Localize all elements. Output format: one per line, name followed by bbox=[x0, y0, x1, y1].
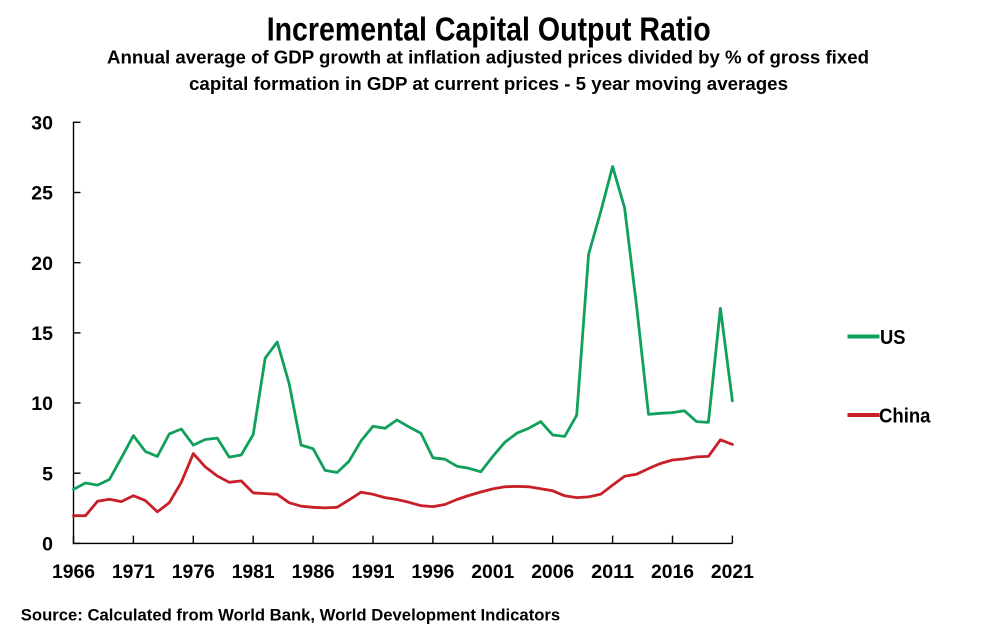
svg-text:China: China bbox=[879, 405, 931, 428]
svg-text:capital formation in GDP at cu: capital formation in GDP at current pric… bbox=[189, 73, 788, 94]
svg-text:1991: 1991 bbox=[352, 561, 395, 583]
svg-text:30: 30 bbox=[31, 112, 53, 134]
svg-text:1996: 1996 bbox=[411, 561, 454, 583]
svg-text:1986: 1986 bbox=[292, 561, 335, 583]
svg-text:15: 15 bbox=[31, 323, 53, 345]
svg-text:1976: 1976 bbox=[172, 561, 215, 583]
svg-text:2001: 2001 bbox=[471, 561, 514, 583]
svg-text:20: 20 bbox=[31, 253, 53, 275]
svg-text:2011: 2011 bbox=[591, 561, 634, 583]
svg-text:2006: 2006 bbox=[531, 561, 574, 583]
svg-text:25: 25 bbox=[31, 183, 53, 205]
svg-text:1971: 1971 bbox=[112, 561, 155, 583]
svg-text:1966: 1966 bbox=[52, 561, 95, 583]
svg-text:0: 0 bbox=[42, 534, 53, 556]
svg-text:Incremental Capital Output Rat: Incremental Capital Output Ratio bbox=[267, 11, 711, 48]
svg-text:2016: 2016 bbox=[651, 561, 694, 583]
svg-text:2021: 2021 bbox=[711, 561, 754, 583]
svg-text:5: 5 bbox=[42, 463, 53, 485]
svg-text:10: 10 bbox=[31, 393, 53, 415]
svg-text:Annual average of GDP growth a: Annual average of GDP growth at inflatio… bbox=[107, 47, 869, 68]
svg-text:1981: 1981 bbox=[232, 561, 275, 583]
svg-text:US: US bbox=[880, 326, 906, 349]
svg-text:Source: Calculated from World: Source: Calculated from World Bank, Worl… bbox=[21, 605, 560, 624]
